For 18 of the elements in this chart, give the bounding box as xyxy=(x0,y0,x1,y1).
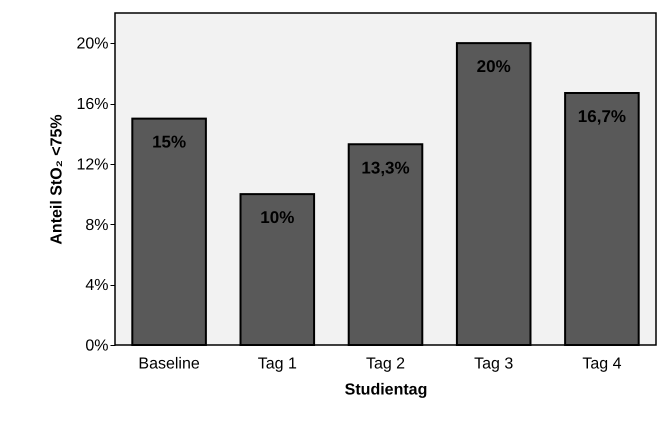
data-label: 16,7% xyxy=(578,106,626,126)
data-label: 15% xyxy=(152,132,186,152)
x-axis-title: Studientag xyxy=(344,382,428,398)
y-tick-label: 20% xyxy=(76,36,108,53)
y-tick-label: 16% xyxy=(76,96,108,114)
x-tick-label: Tag 2 xyxy=(366,356,406,372)
y-tick-label: 12% xyxy=(76,156,108,174)
data-label: 10% xyxy=(260,208,294,228)
data-label: 20% xyxy=(476,57,511,76)
x-tick-label: Tag 1 xyxy=(258,356,297,372)
y-tick-label: 4% xyxy=(85,277,108,294)
y-tick-label: 0% xyxy=(85,338,108,354)
y-axis-title: Anteil StO₂ <75% xyxy=(48,114,66,245)
x-tick-label: Baseline xyxy=(138,356,200,372)
x-tick-label: Tag 4 xyxy=(582,356,622,372)
data-label: 13,3% xyxy=(361,158,410,178)
y-tick-label: 8% xyxy=(85,216,108,234)
x-tick-label: Tag 3 xyxy=(474,356,514,372)
